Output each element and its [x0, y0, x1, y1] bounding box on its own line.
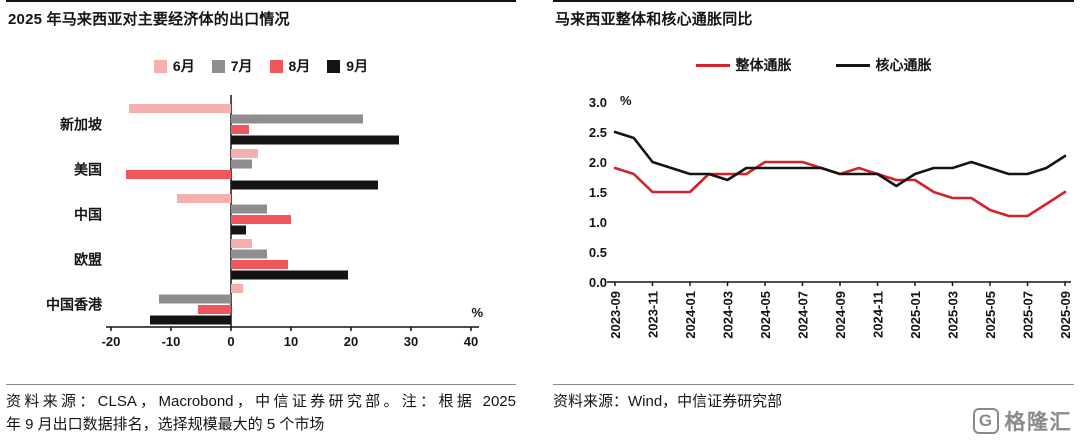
svg-text:2024-05: 2024-05 [758, 291, 773, 339]
svg-text:-10: -10 [162, 334, 181, 349]
legend-label-core: 核心通胀 [875, 57, 932, 73]
svg-text:2025-01: 2025-01 [908, 291, 923, 339]
svg-text:2025-03: 2025-03 [946, 291, 961, 339]
svg-text:欧盟: 欧盟 [74, 252, 102, 268]
svg-text:10: 10 [284, 334, 298, 349]
export-source-line1: 资料来源：CLSA，Macrobond，中信证券研究部。注：根据 2025 [6, 393, 516, 410]
svg-text:2025-09: 2025-09 [1058, 291, 1072, 339]
svg-text:0: 0 [227, 334, 234, 349]
top-rule-left [6, 0, 516, 2]
legend-item-june: 6月 [153, 56, 195, 76]
svg-text:2.5: 2.5 [589, 125, 607, 140]
inflation-chart-panel: 马来西亚整体和核心通胀同比 整体通胀 核心通胀 0.0 0.5 1.0 1.5 2.0 2… [553, 0, 1074, 442]
svg-text:2025-07: 2025-07 [1021, 291, 1036, 339]
source-rule-right [553, 384, 1074, 385]
inflation-source-note: 资料来源：Wind，中信证券研究部 [553, 393, 783, 410]
legend-item-august: 8月 [269, 56, 311, 76]
inflation-chart-legend: 整体通胀 核心通胀 [553, 55, 1074, 75]
august-swatch-icon [269, 59, 283, 73]
svg-text:2024-07: 2024-07 [796, 291, 811, 339]
svg-text:%: % [471, 305, 483, 320]
svg-text:1.5: 1.5 [589, 185, 607, 200]
july-swatch-icon [211, 59, 225, 73]
gelonghui-logo: G 格隆汇 [972, 406, 1073, 436]
svg-text:2023-09: 2023-09 [608, 291, 623, 339]
export-chart-title: 2025 年马来西亚对主要经济体的出口情况 [8, 11, 290, 28]
inflation-chart-title: 马来西亚整体和核心通胀同比 [555, 11, 753, 28]
inflation-line-chart: 0.0 0.5 1.0 1.5 2.0 2.5 3.0 % 2023-09 2023-11 2024… [589, 93, 1072, 339]
svg-text:20: 20 [344, 334, 358, 349]
svg-text:2024-03: 2024-03 [721, 291, 736, 339]
svg-text:2025-05: 2025-05 [983, 291, 998, 339]
gelonghui-g-icon: G [972, 408, 999, 434]
export-source-line2: 年 9 月出口数据排名，选择规模最大的 5 个市场 [6, 416, 325, 433]
legend-item-headline-inflation: 整体通胀 [695, 55, 792, 75]
svg-text:新加坡: 新加坡 [60, 117, 103, 133]
headline-line-swatch-icon [695, 63, 730, 67]
september-swatch-icon [327, 59, 341, 73]
export-source-note: 资料来源：CLSA，Macrobond，中信证券研究部。注：根据 2025 年 … [6, 390, 516, 436]
svg-text:2024-09: 2024-09 [833, 291, 848, 339]
svg-text:2024-01: 2024-01 [683, 291, 698, 339]
svg-text:美国: 美国 [74, 162, 102, 178]
legend-item-july: 7月 [211, 56, 253, 76]
legend-item-core-inflation: 核心通胀 [835, 55, 932, 75]
svg-text:2023-11: 2023-11 [646, 291, 661, 338]
legend-label-july: 7月 [230, 58, 253, 74]
export-chart-panel: 2025 年马来西亚对主要经济体的出口情况 6月 7月 8月 9月 新加坡美国中… [6, 0, 516, 442]
legend-label-august: 8月 [288, 58, 311, 74]
svg-text:1.0: 1.0 [589, 215, 607, 230]
source-rule-left [6, 384, 516, 385]
legend-label-june: 6月 [172, 58, 195, 74]
export-chart-legend: 6月 7月 8月 9月 [6, 56, 516, 76]
svg-text:-20: -20 [102, 334, 121, 349]
svg-text:0.0: 0.0 [589, 275, 607, 290]
legend-label-september: 9月 [346, 58, 369, 74]
svg-text:2.0: 2.0 [589, 155, 607, 170]
svg-text:30: 30 [404, 334, 418, 349]
svg-text:中国香港: 中国香港 [46, 297, 103, 313]
svg-text:40: 40 [464, 334, 478, 349]
top-rule-right [553, 0, 1074, 2]
core-line-swatch-icon [835, 63, 870, 67]
june-swatch-icon [153, 59, 167, 73]
legend-label-headline: 整体通胀 [735, 57, 792, 73]
svg-text:0.5: 0.5 [589, 245, 607, 260]
gelonghui-logo-text: 格隆汇 [1004, 411, 1072, 434]
svg-text:2024-11: 2024-11 [871, 291, 886, 338]
svg-text:3.0: 3.0 [589, 95, 607, 110]
legend-item-september: 9月 [327, 56, 368, 76]
svg-text:%: % [620, 93, 632, 108]
svg-text:中国: 中国 [74, 207, 102, 223]
